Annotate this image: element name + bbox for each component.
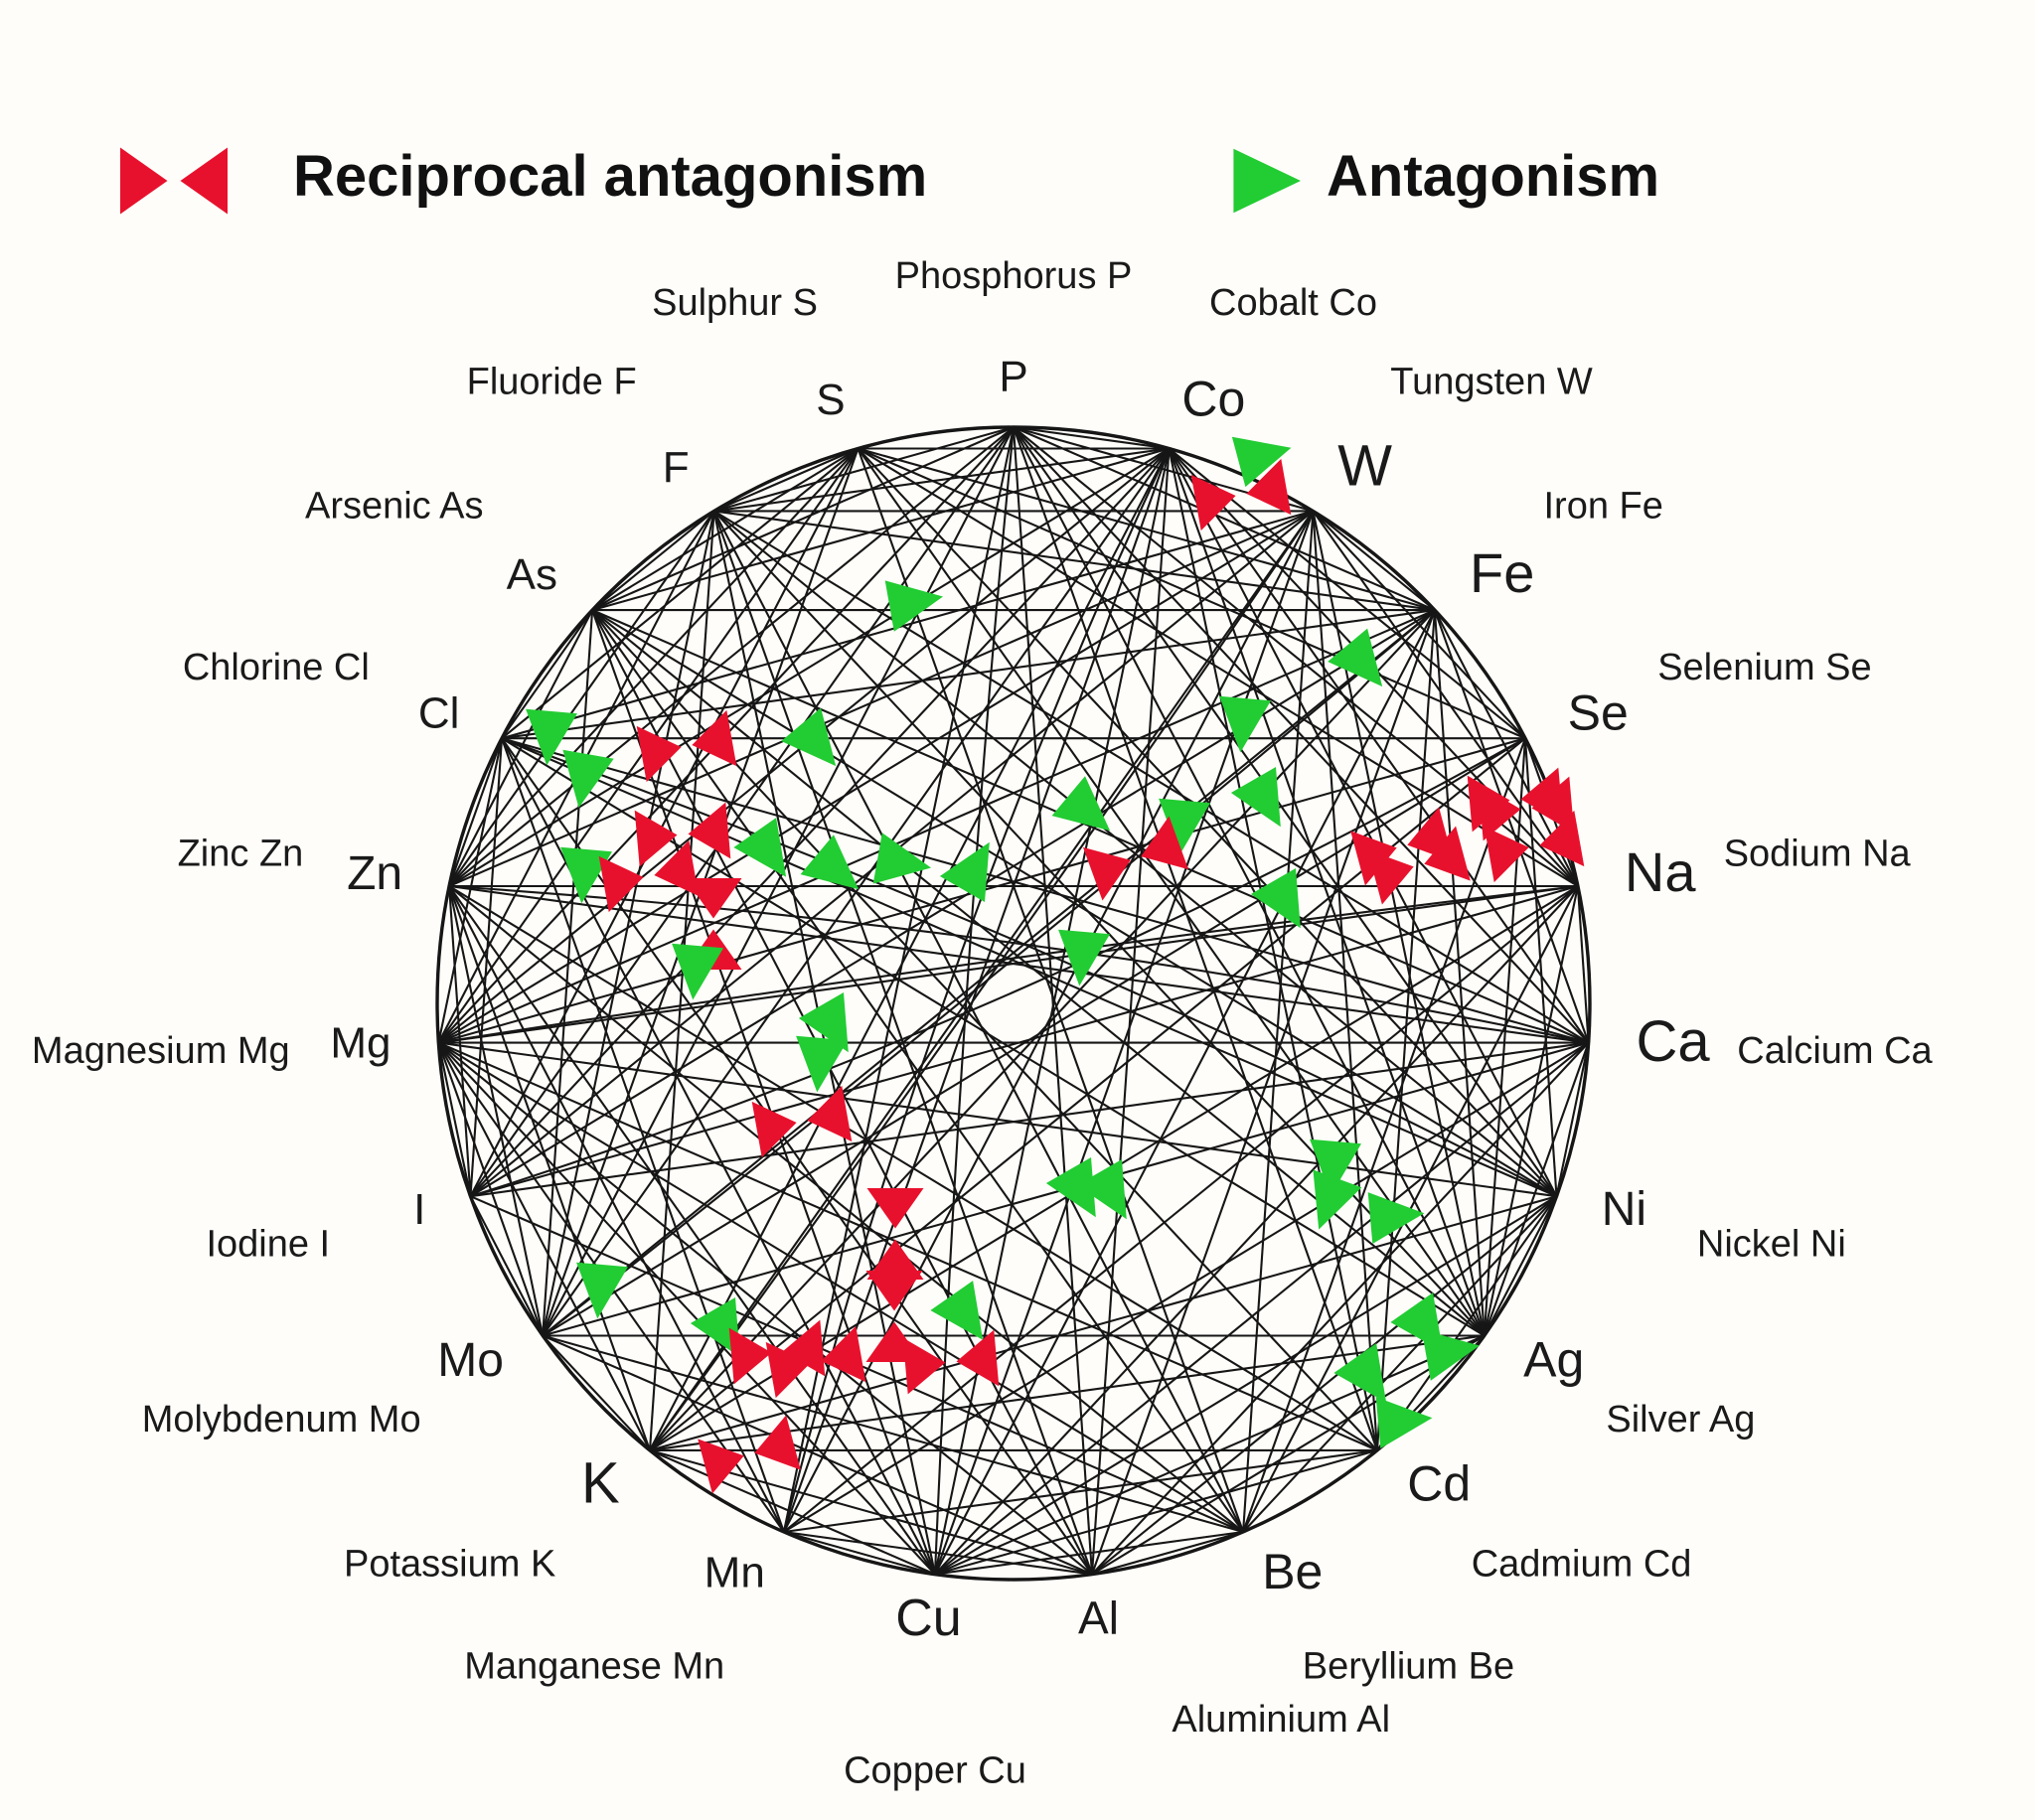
svg-text:Phosphorus P: Phosphorus P <box>895 255 1133 297</box>
svg-text:Iron Fe: Iron Fe <box>1544 486 1663 528</box>
svg-text:Selenium Se: Selenium Se <box>1657 647 1871 688</box>
svg-text:Fluoride F: Fluoride F <box>467 361 637 402</box>
svg-text:Molybdenum Mo: Molybdenum Mo <box>142 1399 421 1441</box>
svg-text:Sodium Na: Sodium Na <box>1724 834 1912 875</box>
svg-text:Na: Na <box>1625 840 1696 903</box>
svg-text:Magnesium Mg: Magnesium Mg <box>32 1030 290 1072</box>
svg-text:Mo: Mo <box>437 1334 504 1387</box>
svg-text:Zinc Zn: Zinc Zn <box>178 834 304 875</box>
svg-text:Beryllium Be: Beryllium Be <box>1303 1646 1514 1688</box>
svg-text:Se: Se <box>1568 684 1629 740</box>
svg-text:Potassium K: Potassium K <box>344 1543 555 1585</box>
svg-text:Fe: Fe <box>1470 541 1534 604</box>
svg-text:K: K <box>581 1450 620 1515</box>
svg-text:As: As <box>507 550 557 599</box>
svg-text:Zn: Zn <box>347 847 402 900</box>
svg-text:Tungsten W: Tungsten W <box>1390 361 1593 402</box>
svg-text:Aluminium Al: Aluminium Al <box>1172 1699 1390 1741</box>
svg-text:Copper Cu: Copper Cu <box>844 1750 1026 1792</box>
svg-text:Ni: Ni <box>1602 1183 1646 1236</box>
svg-text:S: S <box>816 376 845 424</box>
svg-text:P: P <box>999 353 1027 401</box>
svg-text:Cd: Cd <box>1407 1455 1471 1511</box>
svg-text:Arsenic As: Arsenic As <box>305 486 484 528</box>
svg-text:Nickel Ni: Nickel Ni <box>1697 1224 1846 1266</box>
svg-text:Co: Co <box>1181 372 1245 427</box>
svg-text:Manganese Mn: Manganese Mn <box>464 1646 724 1688</box>
svg-text:W: W <box>1337 434 1392 499</box>
svg-text:Cobalt Co: Cobalt Co <box>1209 282 1377 324</box>
svg-text:Antagonism: Antagonism <box>1327 144 1659 209</box>
svg-text:Chlorine Cl: Chlorine Cl <box>183 647 370 688</box>
svg-text:Ag: Ag <box>1523 1331 1584 1387</box>
svg-text:Reciprocal antagonism: Reciprocal antagonism <box>293 144 927 209</box>
svg-text:Mg: Mg <box>330 1019 391 1068</box>
svg-text:Sulphur S: Sulphur S <box>652 282 818 324</box>
svg-text:Be: Be <box>1262 1544 1323 1599</box>
svg-text:Ca: Ca <box>1637 1009 1711 1074</box>
svg-text:I: I <box>413 1185 425 1234</box>
svg-text:Silver Ag: Silver Ag <box>1606 1399 1755 1441</box>
svg-text:Cadmium Cd: Cadmium Cd <box>1472 1543 1692 1585</box>
svg-text:Cl: Cl <box>418 689 460 738</box>
svg-text:Mn: Mn <box>704 1549 765 1597</box>
svg-text:Calcium Ca: Calcium Ca <box>1737 1030 1933 1072</box>
svg-text:Cu: Cu <box>895 1590 961 1647</box>
svg-text:Al: Al <box>1078 1592 1119 1643</box>
svg-text:F: F <box>663 443 690 492</box>
svg-text:Iodine I: Iodine I <box>206 1224 330 1266</box>
